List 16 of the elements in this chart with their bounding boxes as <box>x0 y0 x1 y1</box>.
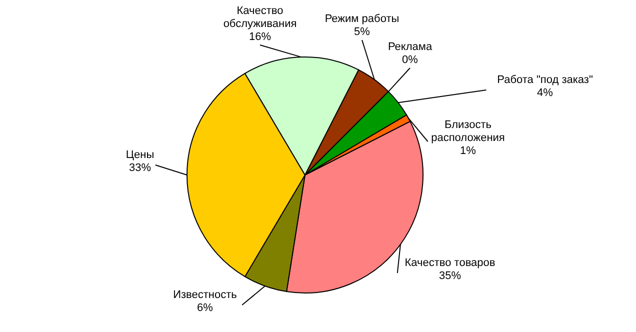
slice-label: Цены <box>126 149 154 161</box>
data-label: 33% <box>128 162 152 174</box>
data-label: 1% <box>460 145 476 157</box>
data-label: 5% <box>354 26 370 38</box>
text: 0% <box>402 54 418 66</box>
slice-label: Качество товаров <box>404 257 496 269</box>
data-label: 16% <box>248 31 272 43</box>
data-label: 6% <box>197 302 214 314</box>
category-label: Реклама <box>388 41 432 53</box>
slice-label: Режим работы <box>324 13 400 25</box>
slice-label: Известность <box>173 289 238 301</box>
data-label: 4% <box>537 87 554 99</box>
data-label: 35% <box>438 270 462 282</box>
slice-label: Близость расположения <box>431 119 505 144</box>
slice-label: Качество обслуживания <box>223 5 297 30</box>
slice-label: Работа "под заказ" <box>497 74 593 86</box>
